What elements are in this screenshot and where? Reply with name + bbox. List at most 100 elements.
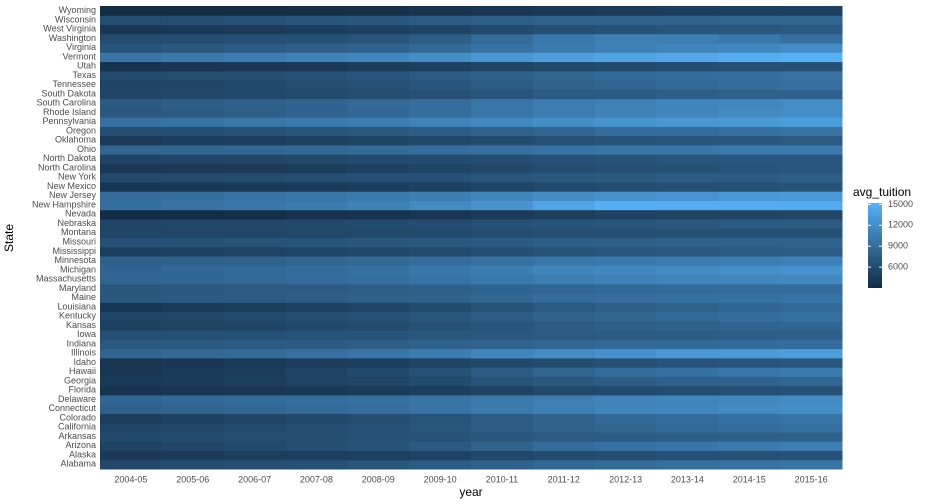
- heatmap-cell: [409, 348, 472, 359]
- heatmap-cell: [223, 459, 286, 470]
- heatmap-cell: [471, 413, 534, 424]
- heatmap-cell: [718, 293, 781, 303]
- heatmap-cell: [285, 89, 348, 100]
- heatmap-cell: [285, 107, 348, 118]
- heatmap-cell: [347, 181, 410, 192]
- heatmap-cell: [347, 385, 410, 396]
- heatmap-cell: [285, 228, 348, 238]
- y-tick-label: Vermont: [62, 51, 96, 61]
- heatmap-cell: [718, 413, 781, 424]
- heatmap-cell: [656, 6, 719, 16]
- heatmap-cell: [471, 181, 534, 192]
- heatmap-cell: [594, 126, 657, 137]
- y-tick-label: Louisiana: [57, 301, 96, 311]
- heatmap-cell: [223, 135, 286, 146]
- heatmap-cell: [161, 163, 225, 174]
- heatmap-cell: [161, 80, 225, 90]
- heatmap-cell: [100, 357, 163, 368]
- heatmap-cell: [532, 228, 596, 238]
- heatmap-cell: [285, 43, 348, 53]
- heatmap-cell: [780, 246, 843, 257]
- heatmap-cell: [409, 422, 472, 433]
- heatmap-cell: [223, 422, 286, 433]
- heatmap-cell: [161, 274, 225, 285]
- heatmap-cell: [100, 404, 163, 414]
- heatmap-cell: [285, 154, 348, 164]
- heatmap-cell: [223, 394, 286, 405]
- heatmap-cell: [471, 228, 534, 238]
- heatmap-cell: [347, 126, 410, 137]
- heatmap-cell: [656, 265, 719, 276]
- heatmap-cell: [409, 154, 472, 164]
- heatmap-cell: [409, 33, 472, 44]
- heatmap-cell: [285, 348, 348, 359]
- y-tick-label: Utah: [77, 61, 96, 71]
- heatmap-cell: [223, 246, 286, 257]
- heatmap-cell: [780, 6, 843, 16]
- heatmap-cell: [780, 339, 843, 350]
- heatmap-cell: [409, 228, 472, 238]
- heatmap-cell: [347, 367, 410, 377]
- heatmap-cell: [161, 459, 225, 470]
- heatmap-cell: [780, 237, 843, 248]
- heatmap-cell: [285, 117, 348, 127]
- heatmap-cell: [594, 450, 657, 461]
- heatmap-cell: [780, 43, 843, 53]
- heatmap-cell: [594, 367, 657, 377]
- heatmap-cell: [409, 209, 472, 220]
- heatmap-cell: [285, 200, 348, 211]
- heatmap-cell: [409, 256, 472, 266]
- heatmap-cell: [223, 89, 286, 100]
- y-tick-label: Indiana: [66, 338, 96, 348]
- y-axis-title: State: [2, 224, 16, 252]
- heatmap-cell: [656, 191, 719, 201]
- heatmap-cell: [594, 218, 657, 229]
- x-tick-label: 2009-10: [424, 474, 457, 484]
- heatmap-cell: [347, 404, 410, 414]
- heatmap-cell: [471, 154, 534, 164]
- heatmap-cell: [100, 89, 163, 100]
- heatmap-cell: [409, 181, 472, 192]
- heatmap-cell: [656, 52, 719, 63]
- heatmap-cell: [409, 246, 472, 257]
- heatmap-cell: [471, 283, 534, 294]
- heatmap-cell: [161, 357, 225, 368]
- heatmap-cell: [594, 330, 657, 340]
- heatmap-cell: [161, 24, 225, 35]
- heatmap-cell: [471, 144, 534, 155]
- heatmap-cell: [409, 52, 472, 63]
- heatmap-cell: [780, 33, 843, 44]
- heatmap-cell: [471, 209, 534, 220]
- heatmap-cell: [223, 265, 286, 276]
- heatmap-cell: [656, 107, 719, 118]
- heatmap-cell: [656, 450, 719, 461]
- heatmap-cell: [471, 256, 534, 266]
- heatmap-cell: [223, 339, 286, 350]
- heatmap-cell: [594, 24, 657, 35]
- heatmap-cell: [161, 172, 225, 183]
- heatmap-cell: [594, 200, 657, 211]
- heatmap-cell: [223, 181, 286, 192]
- heatmap-cell: [656, 126, 719, 137]
- heatmap-cell: [532, 450, 596, 461]
- heatmap-cell: [161, 330, 225, 340]
- heatmap-cell: [532, 154, 596, 164]
- y-tick-label: Tennessee: [52, 79, 96, 89]
- heatmap-cell: [594, 431, 657, 442]
- heatmap-cell: [656, 135, 719, 146]
- heatmap-cell: [285, 431, 348, 442]
- x-axis-title: year: [459, 485, 482, 499]
- heatmap-cell: [471, 172, 534, 183]
- heatmap-cell: [656, 89, 719, 100]
- heatmap-cell: [161, 311, 225, 322]
- y-tick-label: New Mexico: [47, 181, 96, 191]
- heatmap-cell: [347, 52, 410, 63]
- heatmap-cell: [223, 43, 286, 53]
- heatmap-cell: [100, 172, 163, 183]
- y-tick-label: Rhode Island: [43, 107, 96, 117]
- heatmap-cell: [656, 404, 719, 414]
- heatmap-cell: [471, 70, 534, 81]
- heatmap-cell: [656, 367, 719, 377]
- heatmap-cell: [780, 89, 843, 100]
- heatmap-cell: [161, 265, 225, 276]
